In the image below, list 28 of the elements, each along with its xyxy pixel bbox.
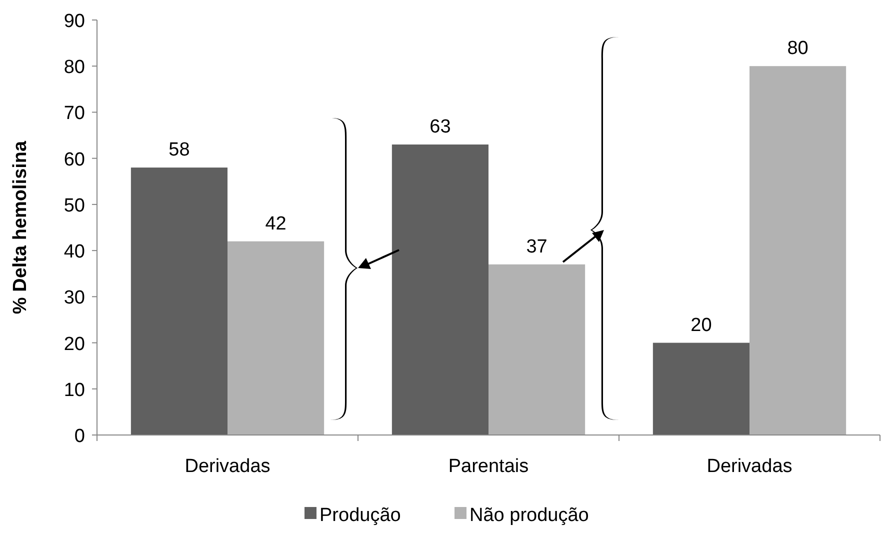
y-tick-label: 0 — [74, 426, 85, 447]
bar — [228, 241, 324, 435]
bar — [392, 144, 488, 435]
y-tick-label: 70 — [64, 103, 85, 124]
data-label: 42 — [265, 213, 286, 234]
y-tick-label: 60 — [64, 149, 85, 170]
y-tick-label: 30 — [64, 288, 85, 309]
x-tick-label: Parentais — [448, 456, 529, 477]
bar — [488, 264, 586, 435]
data-label: 63 — [430, 116, 451, 138]
bar — [652, 342, 750, 435]
data-label: 20 — [690, 314, 712, 336]
bar — [130, 168, 228, 435]
data-label: 80 — [787, 38, 808, 60]
y-tick-label: 40 — [64, 242, 85, 263]
data-label: 58 — [168, 140, 190, 161]
y-tick-label: 10 — [64, 380, 85, 401]
bar — [750, 66, 846, 435]
y-axis-title: % Delta hemolisina — [10, 140, 31, 314]
y-tick-label: 50 — [64, 195, 85, 216]
data-label: 37 — [526, 236, 548, 258]
x-tick-label: Derivadas — [706, 456, 792, 477]
legend-label: Produção — [320, 505, 401, 526]
y-tick-label: 90 — [64, 11, 85, 32]
x-tick-label: Derivadas — [184, 456, 270, 477]
legend-label: Não produção — [470, 505, 589, 526]
y-tick-label: 80 — [64, 57, 85, 78]
y-tick-label: 20 — [64, 334, 85, 355]
